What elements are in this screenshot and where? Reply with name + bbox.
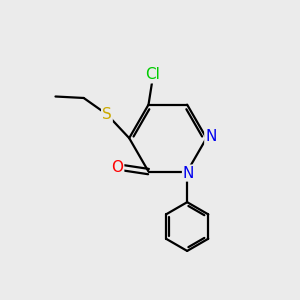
Text: O: O xyxy=(111,160,123,175)
Text: S: S xyxy=(102,107,112,122)
Text: Cl: Cl xyxy=(146,68,160,82)
Text: N: N xyxy=(205,129,217,144)
Text: N: N xyxy=(183,166,194,181)
